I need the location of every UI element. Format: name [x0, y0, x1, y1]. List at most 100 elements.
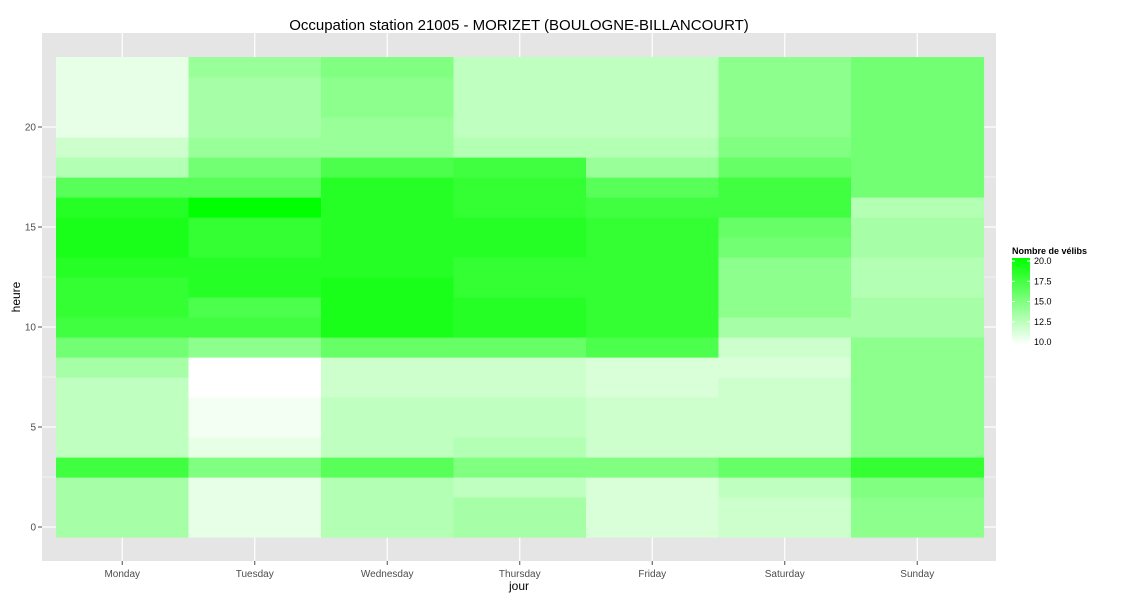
legend-tick-label: 10.0 — [1034, 337, 1052, 347]
heatmap-cell — [321, 477, 455, 498]
x-tick-label: Thursday — [499, 569, 541, 580]
heatmap-cell — [718, 377, 852, 398]
heatmap-cell — [188, 357, 322, 378]
heatmap-cell — [851, 137, 985, 158]
heatmap-cell — [851, 97, 985, 118]
legend-gradient — [1012, 258, 1030, 345]
heatmap-cell — [321, 117, 455, 138]
heatmap-cell — [453, 257, 587, 278]
heatmap-cell — [56, 117, 190, 138]
heatmap-cell — [453, 337, 587, 358]
heatmap-cell — [321, 257, 455, 278]
heatmap-cell — [56, 297, 190, 318]
x-axis-label: jour — [508, 579, 529, 593]
heatmap-cell — [851, 57, 985, 78]
heatmap-cell — [851, 477, 985, 498]
heatmap-cell — [321, 217, 455, 238]
heatmap-cell — [453, 237, 587, 258]
heatmap-cell — [56, 337, 190, 358]
heatmap-cell — [718, 117, 852, 138]
heatmap-cell — [56, 97, 190, 118]
heatmap-cell — [188, 97, 322, 118]
heatmap-cell — [188, 57, 322, 78]
heatmap-cell — [718, 317, 852, 338]
heatmap-cell — [586, 137, 720, 158]
heatmap-cell — [188, 457, 322, 478]
legend-ticks: 20.0 17.5 15.0 12.5 10.0 — [1012, 256, 1052, 347]
heatmap-cell — [718, 337, 852, 358]
heatmap-cell — [586, 357, 720, 378]
heatmap-cell — [56, 157, 190, 178]
heatmap-cell — [586, 377, 720, 398]
heatmap-cell — [188, 397, 322, 418]
heatmap-cell — [321, 97, 455, 118]
heatmap-cell — [718, 257, 852, 278]
heatmap-cell — [718, 357, 852, 378]
heatmap-cell — [321, 297, 455, 318]
heatmap-cell — [453, 377, 587, 398]
heatmap-cell — [586, 97, 720, 118]
heatmap-cell — [188, 377, 322, 398]
heatmap-cell — [321, 357, 455, 378]
heatmap-cell — [586, 117, 720, 138]
heatmap-cell — [586, 197, 720, 218]
heatmap-cell — [586, 457, 720, 478]
heatmap-cell — [453, 277, 587, 298]
heatmap-cell — [453, 497, 587, 518]
heatmap-cell — [453, 437, 587, 458]
heatmap-cell — [453, 177, 587, 198]
heatmap-cell — [586, 337, 720, 358]
heatmap-cell — [188, 137, 322, 158]
y-tick-label: 15 — [25, 223, 37, 234]
heatmap-cell — [586, 277, 720, 298]
heatmap-cell — [718, 77, 852, 98]
y-tick-label: 5 — [30, 423, 36, 434]
heatmap-cell — [851, 437, 985, 458]
heatmap-cell — [321, 517, 455, 538]
heatmap-cell — [851, 277, 985, 298]
legend-tick-label: 12.5 — [1034, 317, 1052, 327]
heatmap-cell — [586, 257, 720, 278]
heatmap-cell — [586, 77, 720, 98]
legend: Nombre de vélibs 20.0 17.5 15.0 12.5 10.0 — [1012, 246, 1087, 347]
heatmap-cell — [586, 397, 720, 418]
heatmap-cell — [718, 277, 852, 298]
legend-colorbar — [1012, 258, 1030, 345]
heatmap-cell — [586, 477, 720, 498]
heatmap-cell — [453, 397, 587, 418]
heatmap-cell — [453, 477, 587, 498]
heatmap-cell — [188, 197, 322, 218]
heatmap-cell — [453, 517, 587, 538]
heatmap-cell — [188, 77, 322, 98]
heatmap-cell — [586, 417, 720, 438]
x-tick-label: Monday — [104, 569, 140, 580]
heatmap-cell — [56, 457, 190, 478]
heatmap-cell — [718, 437, 852, 458]
heatmap-cell — [851, 457, 985, 478]
heatmap-cell — [188, 257, 322, 278]
x-tick-label: Friday — [638, 569, 666, 580]
heatmap-cell — [56, 217, 190, 238]
heatmap-cell — [851, 397, 985, 418]
heatmap-cell — [56, 277, 190, 298]
heatmap-cell — [718, 177, 852, 198]
heatmap-cell — [453, 57, 587, 78]
legend-tick-label: 17.5 — [1034, 276, 1052, 286]
heatmap-cell — [718, 197, 852, 218]
heatmap-cell — [851, 377, 985, 398]
heatmap-cell — [453, 317, 587, 338]
heatmap-cell — [321, 497, 455, 518]
heatmap-cell — [718, 97, 852, 118]
heatmap-cell — [188, 477, 322, 498]
heatmap-cell — [718, 137, 852, 158]
heatmap-cell — [851, 217, 985, 238]
heatmap-cell — [586, 437, 720, 458]
heatmap-cell — [188, 237, 322, 258]
y-tick-label: 0 — [30, 523, 36, 534]
y-axis-label: heure — [9, 281, 23, 312]
y-tick-label: 20 — [25, 123, 37, 134]
heatmap-cell — [188, 337, 322, 358]
heatmap-cell — [586, 217, 720, 238]
x-tick-label: Sunday — [900, 569, 934, 580]
heatmap-cell — [188, 437, 322, 458]
